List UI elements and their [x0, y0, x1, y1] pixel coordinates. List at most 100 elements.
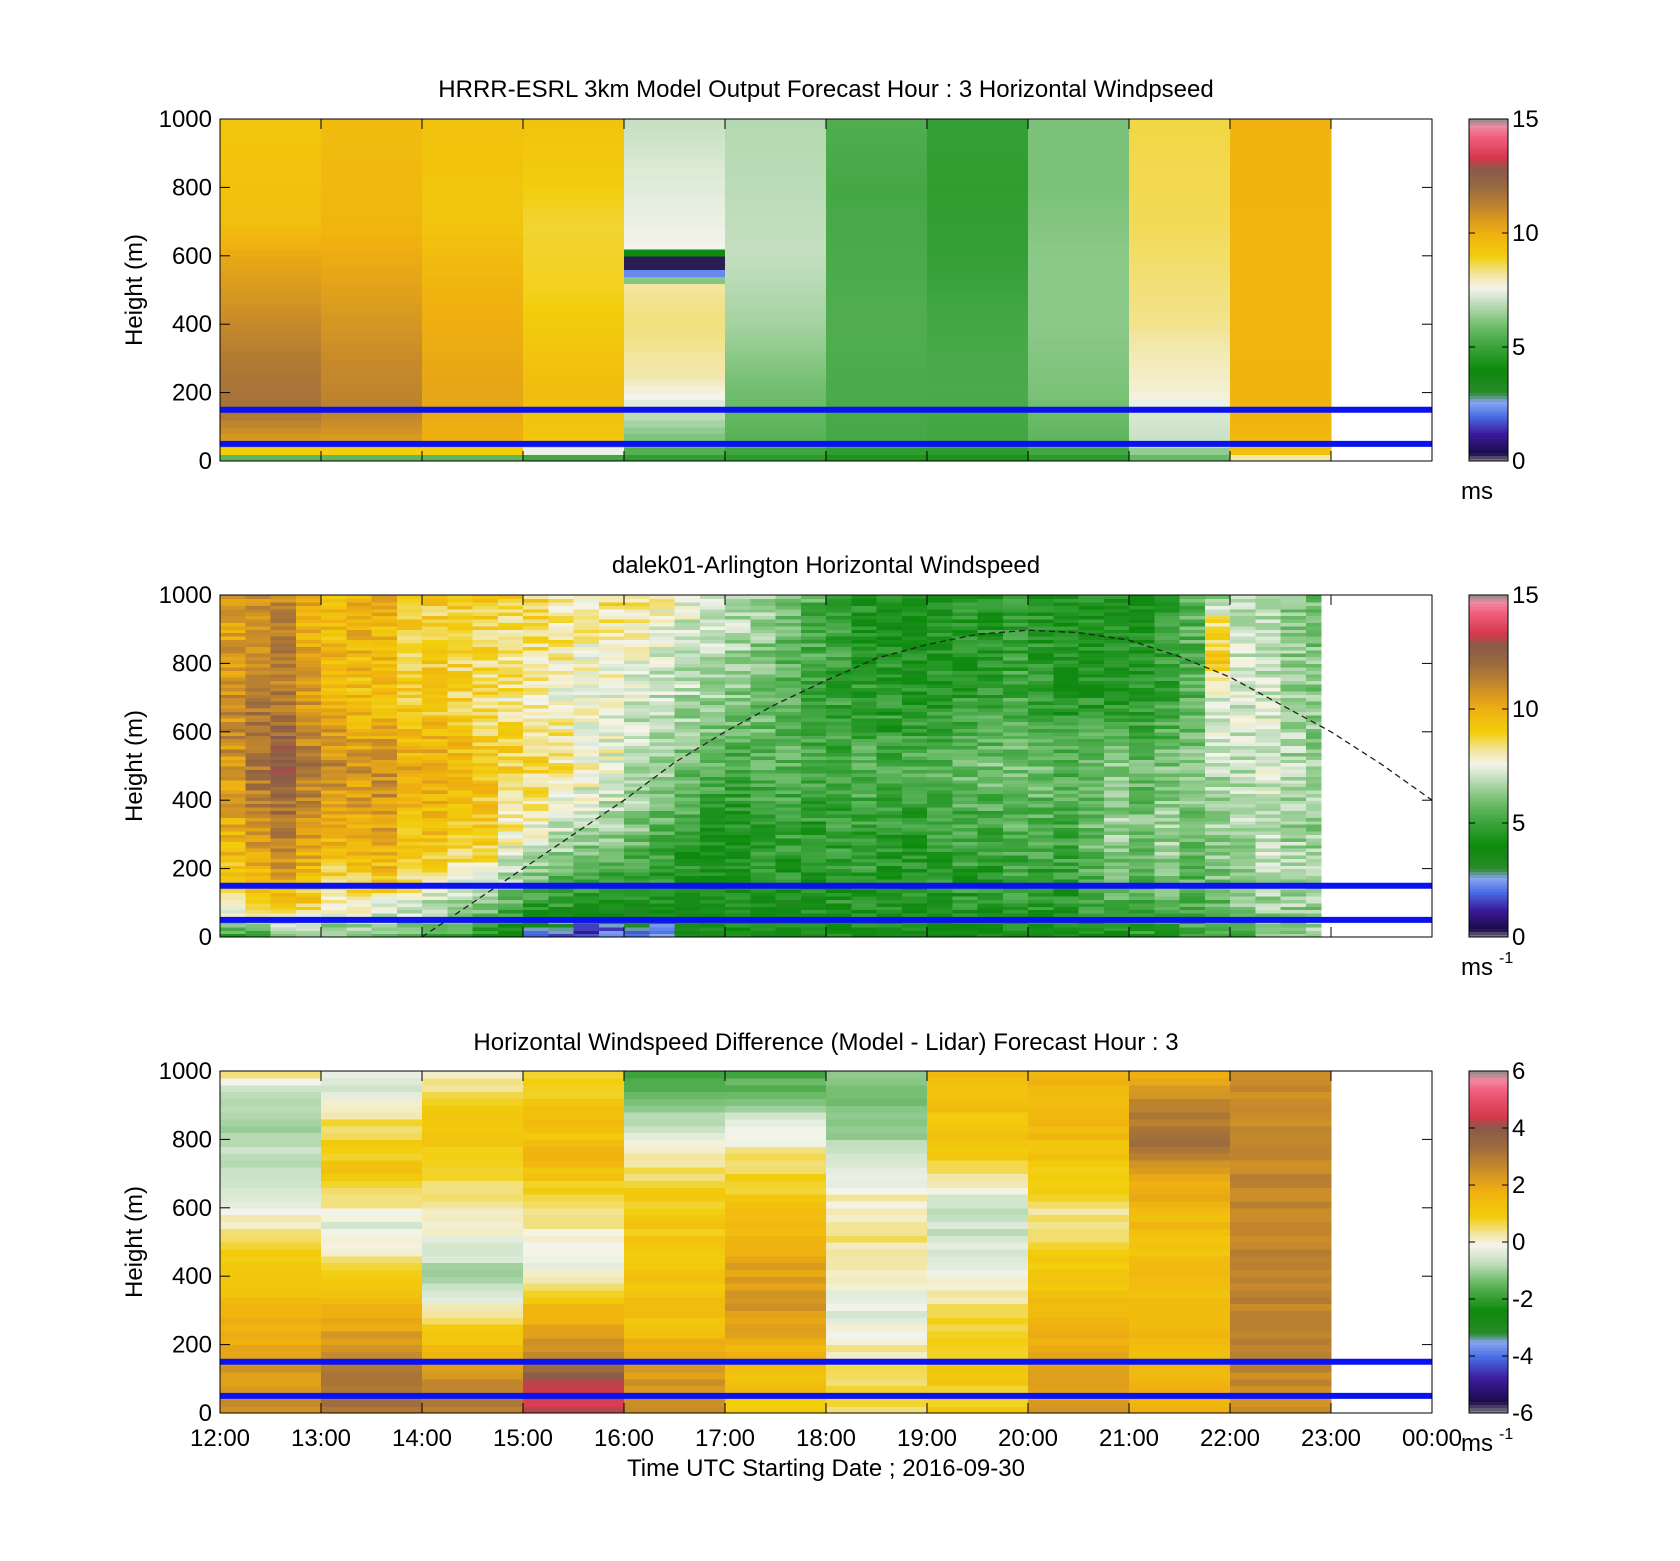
heatmap-cell: [1280, 923, 1307, 928]
heatmap-cell: [472, 909, 499, 914]
heatmap-cell: [826, 296, 928, 305]
heatmap-cell: [598, 793, 625, 798]
heatmap-cell: [750, 807, 777, 812]
heatmap-cell: [1053, 632, 1080, 637]
heatmap-cell: [826, 796, 852, 801]
heatmap-cell: [548, 646, 575, 651]
heatmap-cell: [876, 666, 903, 671]
colorbar-segment: [1469, 158, 1508, 163]
heatmap-cell: [1255, 800, 1282, 805]
heatmap-cell: [220, 262, 322, 271]
heatmap-cell: [598, 913, 625, 918]
heatmap-cell: [1129, 625, 1155, 630]
heatmap-cell: [725, 642, 751, 647]
heatmap-cell: [977, 612, 1004, 617]
heatmap-cell: [1230, 848, 1256, 853]
heatmap-cell: [1078, 834, 1105, 839]
heatmap-cell: [1129, 331, 1231, 339]
heatmap-cell: [548, 772, 575, 777]
heatmap-cell: [422, 419, 524, 428]
heatmap-cell: [497, 766, 524, 771]
heatmap-cell: [523, 889, 549, 894]
heatmap-cell: [295, 724, 322, 729]
heatmap-cell: [800, 642, 827, 647]
heatmap-cell: [523, 841, 549, 846]
heatmap-cell: [321, 656, 347, 661]
heatmap-cell: [725, 844, 751, 849]
heatmap-cell: [1078, 789, 1105, 794]
heatmap-cell: [396, 813, 423, 818]
heatmap-cell: [699, 738, 726, 743]
heatmap-cell: [1028, 372, 1130, 380]
heatmap-cell: [270, 598, 297, 603]
heatmap-cell: [699, 769, 726, 774]
heatmap-cell: [674, 673, 701, 678]
heatmap-cell: [750, 704, 777, 709]
heatmap-cell: [1280, 930, 1307, 935]
heatmap-cell: [901, 659, 928, 664]
heatmap-cell: [573, 670, 600, 675]
heatmap-cell: [977, 923, 1004, 928]
heatmap-cell: [1204, 779, 1231, 784]
heatmap-cell: [1028, 690, 1054, 695]
heatmap-cell: [624, 680, 650, 685]
heatmap-cell: [497, 807, 524, 812]
heatmap-cell: [295, 618, 322, 623]
heatmap-cell: [775, 666, 802, 671]
heatmap-cell: [548, 659, 575, 664]
heatmap-cell: [674, 872, 701, 877]
heatmap-cell: [649, 827, 676, 832]
heatmap-cell: [901, 930, 928, 935]
heatmap-cell: [270, 735, 297, 740]
heatmap-cell: [649, 810, 676, 815]
heatmap-cell: [1103, 793, 1130, 798]
heatmap-cell: [371, 755, 398, 760]
heatmap-cell: [1230, 351, 1332, 359]
heatmap-cell: [1129, 837, 1155, 842]
heatmap-cell: [422, 906, 448, 911]
heatmap-cell: [1230, 769, 1256, 774]
heatmap-cell: [901, 595, 928, 600]
heatmap-cell: [1230, 786, 1256, 791]
heatmap-cell: [1255, 605, 1282, 610]
heatmap-cell: [1230, 310, 1332, 318]
heatmap-cell: [952, 913, 979, 918]
heatmap-cell: [321, 677, 347, 682]
heatmap-cell: [1078, 793, 1105, 798]
heatmap-cell: [321, 385, 423, 394]
colorbar-segment: [1469, 344, 1508, 348]
heatmap-cell: [1078, 766, 1105, 771]
heatmap-cell: [1103, 820, 1130, 825]
heatmap-cell: [523, 714, 549, 719]
heatmap-cell: [472, 830, 499, 835]
heatmap-cell: [245, 745, 272, 750]
heatmap-cell: [952, 807, 979, 812]
heatmap-cell: [1103, 742, 1130, 747]
heatmap-cell: [624, 796, 650, 801]
heatmap-cell: [220, 834, 246, 839]
colorbar-segment: [1469, 272, 1508, 277]
heatmap-cell: [1179, 745, 1206, 750]
heatmap-cell: [1204, 595, 1231, 600]
heatmap-cell: [270, 844, 297, 849]
heatmap-cell: [295, 923, 322, 928]
heatmap-cell: [1053, 653, 1080, 658]
heatmap-cell: [1154, 858, 1181, 863]
heatmap-cell: [523, 783, 549, 788]
heatmap-cell: [725, 433, 827, 442]
heatmap-cell: [977, 714, 1004, 719]
heatmap-cell: [1230, 892, 1256, 897]
heatmap-cell: [220, 221, 322, 230]
heatmap-cell: [573, 697, 600, 702]
heatmap-cell: [1053, 807, 1080, 812]
heatmap-cell: [1255, 875, 1282, 880]
heatmap-cell: [1255, 796, 1282, 801]
heatmap-cell: [497, 731, 524, 736]
heatmap-cell: [346, 875, 373, 880]
heatmap-cell: [447, 769, 474, 774]
heatmap-cell: [927, 598, 953, 603]
heatmap-cell: [422, 803, 448, 808]
heatmap-cell: [1129, 601, 1155, 606]
heatmap-cell: [523, 677, 549, 682]
heatmap-cell: [245, 766, 272, 771]
